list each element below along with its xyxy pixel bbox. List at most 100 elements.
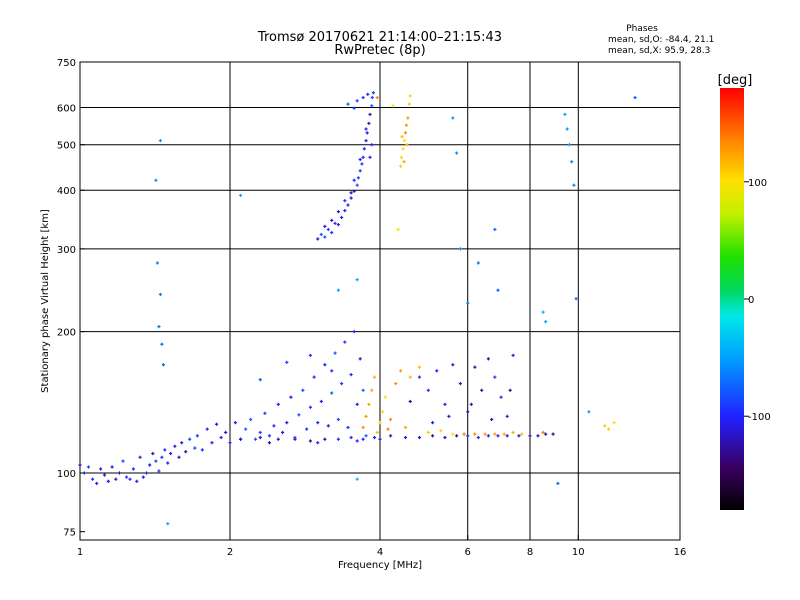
data-point	[219, 435, 223, 440]
data-point	[493, 227, 497, 232]
data-point	[297, 413, 301, 417]
data-point	[486, 357, 490, 361]
x-tick-label: 1	[77, 547, 83, 558]
data-point	[368, 112, 372, 117]
data-point	[417, 435, 422, 440]
data-point	[102, 473, 107, 477]
plot-area: 1 2 4 6 8 10 16 75 100 200 300 400 500 600 750	[57, 58, 686, 558]
data-point	[505, 414, 509, 418]
data-point	[364, 414, 368, 418]
data-point	[367, 402, 371, 406]
data-point	[349, 191, 353, 195]
data-point	[430, 421, 435, 425]
data-point	[462, 432, 466, 436]
data-point	[466, 301, 470, 305]
x-tick-label: 8	[527, 547, 533, 558]
data-point	[455, 434, 459, 438]
data-point	[370, 95, 374, 100]
data-point	[157, 469, 161, 473]
data-point	[370, 143, 374, 147]
data-point	[391, 104, 395, 108]
data-point	[469, 402, 473, 406]
data-point	[323, 437, 327, 441]
x-axis-ticks: 1 2 4 6 8 10 16	[77, 535, 687, 558]
data-point	[258, 378, 262, 382]
y-tick-label: 75	[63, 528, 76, 539]
data-point	[587, 410, 591, 414]
data-point	[258, 430, 262, 435]
data-point	[381, 410, 385, 414]
data-point	[367, 121, 371, 126]
data-point	[180, 441, 184, 445]
data-point	[563, 112, 567, 117]
data-point	[517, 434, 521, 438]
data-point	[426, 388, 430, 392]
data-point	[326, 227, 330, 232]
data-point	[308, 439, 313, 443]
data-point	[343, 208, 347, 213]
data-point	[493, 432, 497, 436]
data-point	[267, 441, 272, 445]
data-point	[378, 437, 382, 441]
data-point	[430, 434, 435, 438]
data-point	[355, 99, 359, 103]
data-point	[408, 94, 412, 98]
data-point	[451, 116, 455, 120]
data-point	[355, 439, 359, 443]
data-point	[603, 424, 607, 428]
data-point	[193, 446, 197, 450]
y-tick-label: 500	[57, 141, 76, 152]
data-point	[131, 467, 136, 471]
stats-x-mode: mean, sd,X: 95.9, 28.3	[608, 46, 710, 56]
data-point	[458, 247, 463, 251]
data-point	[383, 395, 387, 399]
data-point	[355, 477, 359, 481]
x-tick-label: 16	[674, 547, 687, 558]
data-point	[78, 463, 82, 467]
data-point	[486, 434, 490, 438]
data-point	[407, 102, 411, 106]
data-point	[166, 461, 170, 465]
data-point	[263, 411, 267, 415]
data-point	[455, 151, 459, 155]
data-point	[346, 102, 350, 106]
data-point	[161, 363, 165, 367]
data-point	[346, 425, 350, 430]
data-point	[466, 434, 470, 438]
y-tick-label: 300	[57, 245, 76, 256]
y-axis-ticks: 75 100 200 300 400 500 600 750	[57, 58, 85, 539]
data-point	[371, 91, 376, 95]
data-point	[399, 164, 403, 168]
colorbar-label: [deg]	[718, 73, 753, 88]
data-point	[238, 437, 243, 441]
data-point	[169, 451, 173, 456]
data-point	[285, 360, 289, 364]
data-point	[633, 95, 637, 100]
colorbar-tick-label: -100	[748, 412, 771, 423]
data-point	[511, 353, 515, 357]
data-point	[556, 481, 560, 486]
data-point	[330, 230, 334, 235]
data-point	[91, 477, 95, 481]
data-point	[110, 465, 114, 469]
data-point	[352, 330, 356, 334]
data-point	[361, 437, 365, 441]
data-point	[544, 320, 548, 324]
data-point	[267, 434, 272, 438]
data-point	[502, 432, 506, 436]
data-point	[417, 365, 422, 369]
data-point	[258, 435, 262, 440]
data-point	[405, 143, 409, 147]
data-point	[361, 388, 365, 392]
data-point	[612, 421, 616, 425]
data-point	[493, 375, 497, 379]
data-point	[499, 395, 503, 399]
data-point	[417, 375, 422, 379]
data-point	[160, 455, 164, 459]
data-point	[403, 425, 408, 430]
data-point	[361, 425, 365, 430]
data-point	[365, 131, 369, 135]
data-point	[406, 116, 410, 120]
data-point	[426, 430, 430, 435]
data-point	[364, 127, 368, 131]
